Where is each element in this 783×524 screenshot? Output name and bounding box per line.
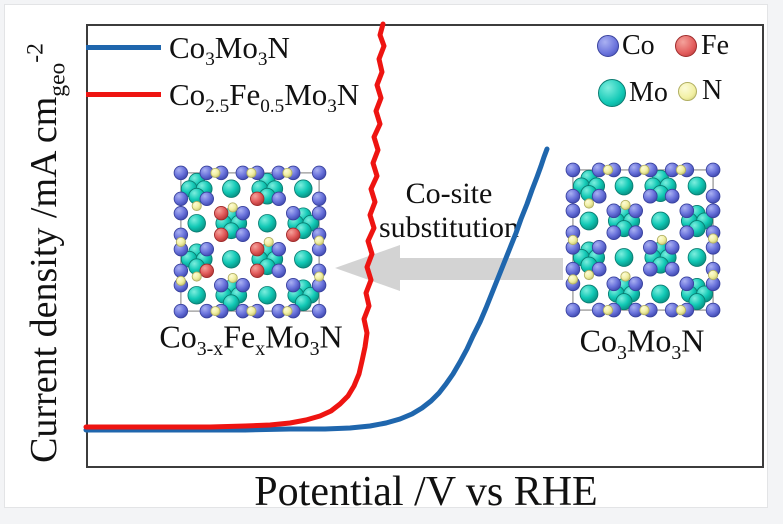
substitution-annotation: Co-site substitution (379, 177, 519, 245)
n-atom-icon (678, 82, 697, 101)
crystal-structure-right-image (565, 162, 721, 318)
crystal-structure-left-image (173, 165, 327, 319)
x-axis-label: Potential /V vs RHE (254, 469, 598, 515)
atom-legend-label-fe: Fe (701, 30, 729, 61)
atom-legend-label-co: Co (622, 30, 655, 61)
structure-label-left: Co3-xFexMo3N (159, 318, 343, 360)
legend-line-co3mo3n (86, 45, 161, 50)
mo-atom-icon (598, 79, 626, 107)
atom-legend-label-mo: Mo (629, 77, 668, 108)
legend-label-co3mo3n: Co3Mo3N (169, 30, 290, 71)
fe-atom-icon (675, 35, 697, 57)
co-atom-icon (597, 35, 619, 57)
structure-label-right: Co3Mo3N (579, 322, 705, 364)
legend-line-co25fe05mo3n (86, 92, 161, 97)
y-axis-label: Current density /mA cmgeo-2 (22, 43, 71, 463)
substitution-annotation-line1: Co-site (405, 177, 493, 210)
legend-label-co25fe05mo3n: Co2.5Fe0.5Mo3N (169, 77, 360, 118)
substitution-annotation-line2: substitution (378, 211, 520, 244)
atom-legend-label-n: N (702, 75, 723, 106)
